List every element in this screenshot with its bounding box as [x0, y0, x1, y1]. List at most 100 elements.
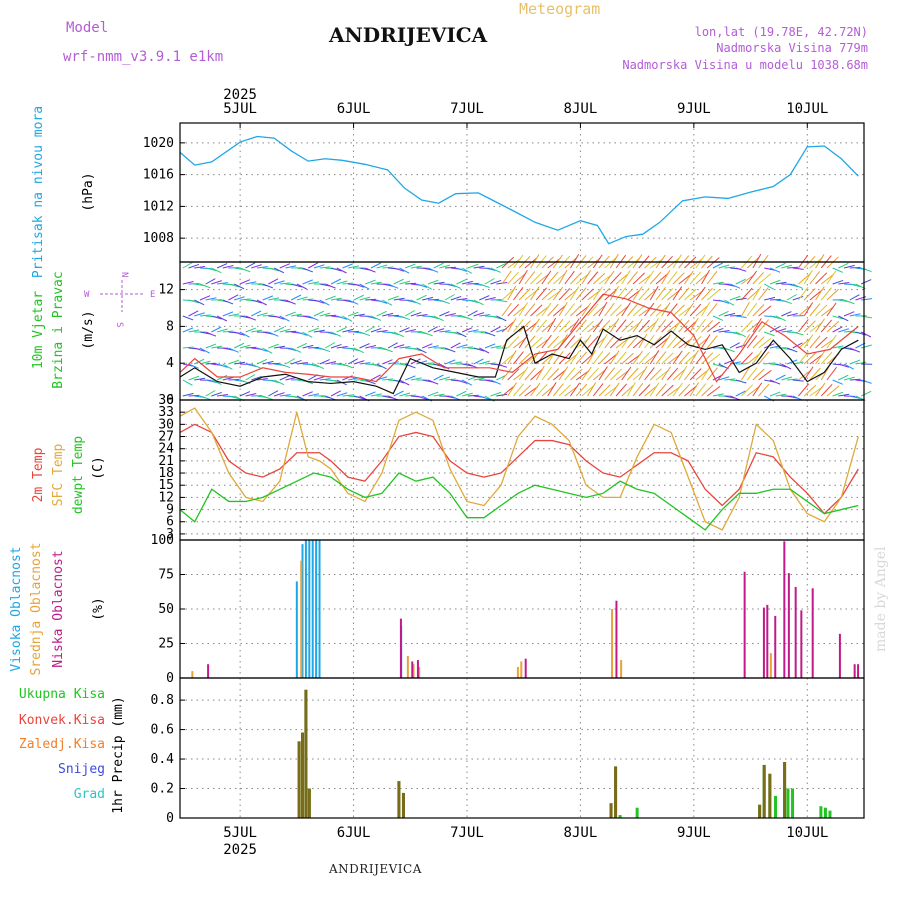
wind-barb [706, 321, 720, 333]
wind-barb [444, 359, 456, 365]
wind-barb [592, 304, 606, 317]
wind-barb [456, 379, 468, 384]
wind-barb [627, 381, 636, 397]
wind-barb [587, 382, 597, 397]
wind-barb [638, 319, 650, 333]
wind-barb [387, 361, 399, 365]
wind-barb [427, 315, 439, 320]
wind-barb [216, 363, 228, 368]
wind-barb [792, 331, 804, 336]
wind-barb [746, 335, 758, 349]
wind-barb [484, 343, 496, 349]
cloud-bar [418, 666, 421, 678]
wind-barb [416, 347, 427, 354]
wind-barb [279, 328, 291, 333]
wind-barb [730, 314, 742, 317]
wind-barb [701, 384, 714, 397]
wind-barb [832, 279, 844, 285]
wind-barb [456, 267, 468, 272]
wind-barb [706, 335, 718, 349]
wind-barb [501, 353, 515, 365]
cloud-bar [800, 610, 803, 678]
compass-n-label: N [119, 272, 129, 277]
wind-barb [268, 362, 280, 365]
wind-barb [496, 262, 507, 269]
wind-barb [199, 295, 211, 301]
wind-barb [251, 299, 262, 304]
wind-barb [353, 294, 364, 301]
wind-barb [712, 262, 723, 269]
wind-barb [245, 393, 257, 397]
wind-barb [712, 363, 724, 368]
wind-barb [233, 342, 245, 349]
wind-barb [621, 366, 632, 381]
wind-barb [365, 315, 377, 319]
wind-barb [416, 313, 428, 317]
wind-barb [535, 365, 545, 381]
wind-barb [268, 390, 279, 397]
wind-barb [746, 256, 760, 269]
wind-barb [558, 320, 571, 333]
wind-barb [769, 315, 781, 320]
wind-barb [330, 343, 342, 349]
wind-barb [621, 384, 634, 397]
wind-barb [792, 283, 804, 289]
y-tick-label: 1008 [143, 231, 174, 246]
wind-barb [803, 320, 816, 333]
wind-barb [632, 318, 643, 333]
wind-barb [769, 379, 781, 385]
wind-barb [370, 374, 381, 381]
wind-barb [405, 299, 416, 303]
wind-barb [188, 310, 199, 317]
wind-barb [342, 363, 353, 369]
wind-barb [262, 360, 274, 365]
wind-barb [530, 254, 540, 269]
wind-barb [604, 321, 618, 333]
wind-barb [724, 299, 735, 306]
cloud-bar [300, 560, 303, 678]
cloud-bar [783, 541, 786, 678]
wind-barb [388, 314, 400, 317]
wind-barb [552, 383, 564, 397]
wind-barb [775, 374, 786, 381]
wind-barb [735, 390, 746, 397]
wind-barb [558, 352, 571, 365]
wind-barb [479, 347, 490, 354]
wind-barb [627, 335, 639, 349]
wind-barb [820, 273, 835, 285]
wind-barb [735, 267, 747, 272]
wind-barb [285, 265, 297, 269]
wind-barb [313, 363, 325, 370]
wind-barb [621, 270, 631, 285]
wind-barb-band [182, 253, 873, 402]
wind-barb [319, 299, 330, 306]
wind-barb [296, 342, 308, 349]
wind-barb [826, 385, 840, 397]
wind-barb [376, 264, 388, 269]
wind-barb [553, 369, 567, 381]
wind-barb [604, 270, 615, 285]
wind-barb [330, 390, 341, 397]
wind-barb [410, 347, 422, 352]
wind-barb [553, 272, 566, 285]
wind-barb [609, 318, 620, 333]
wind-barb [849, 294, 860, 301]
wind-barb [684, 270, 694, 285]
wind-barb [518, 384, 532, 397]
precip-legend-item: Snijeg [58, 762, 105, 777]
wind-barb [530, 272, 543, 285]
wind-barb [758, 383, 770, 397]
wind-barb [216, 263, 228, 269]
wind-barb [786, 347, 798, 353]
cloud-bar [762, 607, 765, 678]
wind-barb [547, 303, 559, 317]
wind-barb [507, 318, 517, 333]
wind-barb [330, 297, 342, 301]
wind-barb [644, 353, 658, 365]
wind-barb [672, 318, 683, 333]
wind-barb [535, 319, 548, 333]
wind-barb [581, 270, 591, 285]
wind-barb [399, 392, 411, 397]
wind-barb [473, 312, 485, 317]
wind-barb [849, 378, 861, 381]
